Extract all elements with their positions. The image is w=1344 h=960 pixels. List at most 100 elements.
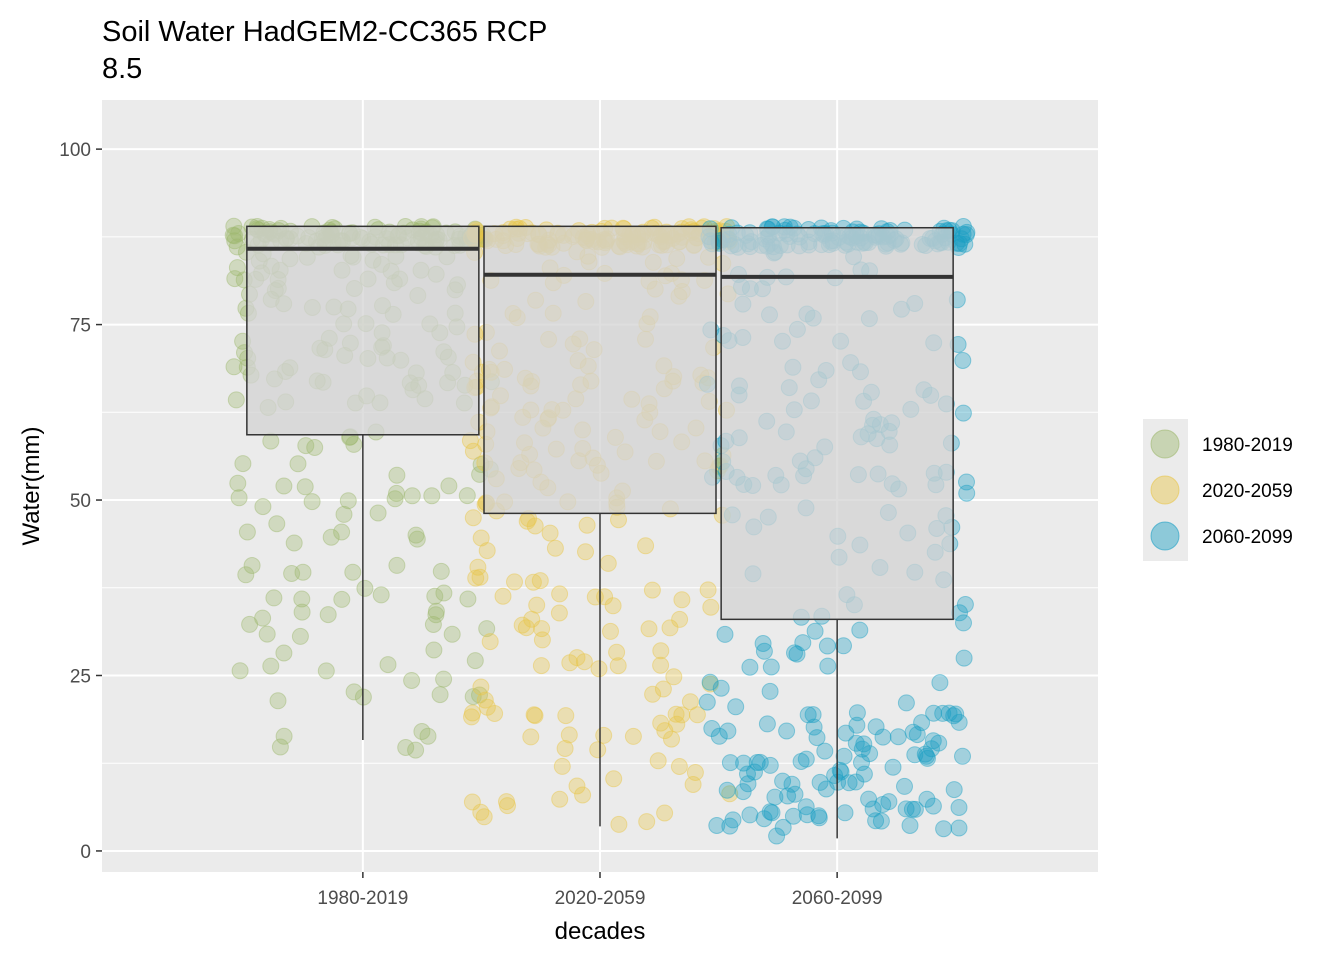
data-point: [228, 259, 246, 277]
data-point: [783, 775, 801, 793]
data-point: [930, 734, 948, 752]
data-point: [525, 706, 543, 724]
data-point: [644, 685, 662, 703]
legend-key: [1150, 521, 1180, 551]
data-point: [889, 728, 907, 746]
data-point: [229, 474, 247, 492]
data-point: [345, 435, 363, 453]
data-point: [499, 797, 516, 815]
data-point: [227, 391, 245, 409]
data-point: [954, 404, 972, 422]
data-point: [427, 606, 445, 624]
data-point: [533, 631, 551, 649]
data-point: [599, 554, 617, 572]
data-point: [649, 752, 667, 770]
y-axis: 0 25 50 75 100: [59, 140, 102, 863]
data-point: [238, 523, 256, 541]
data-point: [901, 817, 919, 834]
legend: 1980-2019 2020-2059 2060-2099: [1143, 419, 1293, 561]
data-point: [397, 739, 415, 756]
data-point: [478, 620, 496, 638]
data-point: [940, 704, 958, 722]
data-point: [464, 704, 481, 722]
data-point: [225, 217, 243, 235]
data-point: [386, 490, 404, 508]
data-point: [335, 505, 353, 523]
data-point: [861, 745, 879, 763]
data-point: [408, 530, 426, 548]
data-point: [794, 634, 812, 652]
data-point: [237, 566, 255, 584]
data-point: [231, 662, 249, 680]
data-point: [761, 682, 779, 700]
legend-label: 1980-2019: [1202, 435, 1293, 456]
data-point: [551, 585, 569, 603]
data-point: [805, 718, 823, 736]
data-point: [526, 517, 544, 535]
data-point: [275, 727, 293, 745]
data-point: [590, 660, 608, 678]
data-point: [610, 815, 628, 833]
data-point: [403, 487, 421, 505]
data-point: [848, 704, 866, 722]
data-point: [908, 726, 926, 744]
data-point: [924, 732, 942, 750]
data-point: [762, 658, 780, 676]
chart-title-line-2: 8.5: [102, 53, 142, 85]
data-point: [467, 569, 485, 587]
data-point: [224, 226, 242, 244]
data-point: [721, 785, 739, 803]
data-point: [768, 827, 786, 845]
data-point: [435, 584, 453, 602]
data-point: [872, 812, 890, 830]
data-point: [234, 455, 252, 473]
data-point: [847, 773, 865, 791]
data-point: [578, 516, 596, 534]
data-point: [853, 754, 870, 771]
data-point: [847, 734, 865, 752]
data-point: [541, 524, 559, 542]
data-point: [671, 610, 689, 628]
data-point: [956, 235, 974, 253]
data-point: [836, 804, 854, 822]
data-point: [333, 590, 351, 608]
data-point: [897, 800, 915, 818]
data-point: [528, 596, 546, 614]
data-point: [469, 558, 487, 576]
data-point: [568, 649, 586, 667]
data-point: [786, 785, 804, 803]
data-point: [754, 635, 772, 652]
data-point: [254, 498, 272, 516]
data-point: [684, 776, 702, 793]
data-point: [533, 620, 551, 638]
data-point: [904, 723, 922, 741]
data-point: [934, 704, 952, 722]
data-point: [797, 798, 815, 816]
data-point: [602, 622, 619, 640]
data-point: [703, 720, 721, 737]
data-point: [916, 745, 934, 763]
data-point: [755, 810, 773, 828]
data-point: [957, 226, 975, 244]
data-point: [727, 698, 745, 716]
data-point: [786, 644, 803, 662]
data-point: [476, 691, 494, 709]
data-point: [472, 529, 490, 547]
x-tick-label: 2020-2059: [555, 888, 646, 909]
data-point: [958, 473, 975, 491]
data-point: [524, 573, 542, 591]
data-point: [466, 652, 484, 670]
data-point: [604, 597, 622, 615]
y-tick-label: 0: [80, 842, 91, 863]
data-point: [283, 565, 301, 582]
data-point: [344, 563, 362, 581]
data-point: [560, 726, 578, 744]
data-point: [356, 579, 374, 597]
data-point: [605, 770, 623, 788]
data-point: [424, 616, 442, 633]
data-point: [816, 742, 834, 760]
data-point: [652, 642, 670, 660]
data-point: [761, 803, 779, 821]
y-tick-label: 25: [70, 666, 91, 687]
